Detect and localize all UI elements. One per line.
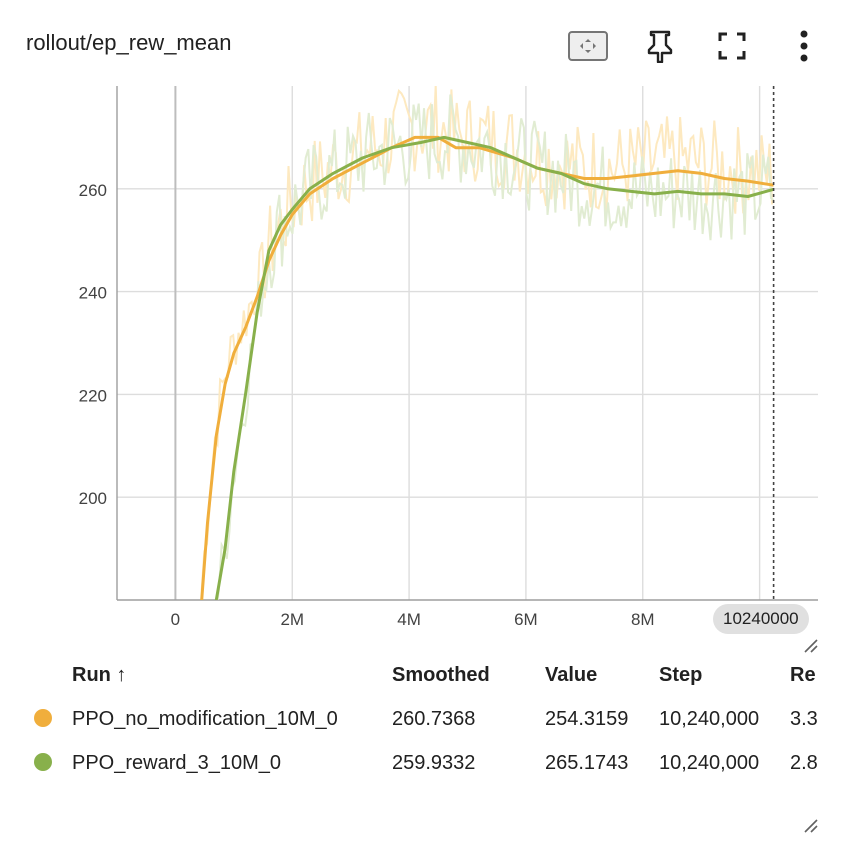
smoothed-value: 260.7368 [392, 708, 476, 730]
fit-domain-button[interactable] [566, 24, 610, 68]
smoothed-value: 259.9332 [392, 752, 476, 774]
table-header: Run ↑ Smoothed Value Step Re [0, 656, 846, 692]
pin-icon [647, 30, 673, 63]
resize-handle-icon[interactable] [803, 638, 819, 654]
header-smoothed: Smoothed [392, 664, 490, 686]
more-options-button[interactable] [782, 24, 826, 68]
run-color-dot [34, 709, 52, 727]
run-name: PPO_no_modification_10M_0 [72, 708, 338, 730]
raw-series-line [200, 86, 774, 591]
relative-value: 3.3 [790, 708, 818, 730]
x-tick-label: 4M [397, 610, 421, 629]
x-tick-label: 8M [631, 610, 655, 629]
step-value: 10,240,000 [659, 752, 760, 774]
y-tick-label: 260 [79, 181, 107, 200]
fit-domain-icon [568, 31, 608, 61]
relative-value: 2.8 [790, 752, 818, 774]
step-value: 10,240,000 [659, 708, 760, 730]
run-color-dot [34, 753, 52, 771]
raw-value: 265.1743 [545, 752, 629, 774]
line-chart[interactable]: 200 220 240 260 0 2M 4M 6M 8M [0, 86, 846, 646]
x-tick-label: 6M [514, 610, 538, 629]
x-tick-label: 0 [171, 610, 180, 629]
x-cursor-badge: 10240000 [713, 604, 809, 634]
header-value: Value [545, 664, 598, 686]
y-tick-label: 240 [79, 284, 107, 303]
header-step: Step [659, 664, 703, 686]
raw-series-line [216, 94, 775, 600]
table-row: PPO_reward_3_10M_0 259.9332 265.1743 10,… [0, 750, 846, 786]
raw-value: 254.3159 [545, 708, 629, 730]
x-tick-label: 2M [280, 610, 304, 629]
header-relative: Re [790, 664, 816, 686]
fullscreen-button[interactable] [710, 24, 754, 68]
pin-button[interactable] [638, 24, 682, 68]
card-title: rollout/ep_rew_mean [26, 30, 232, 55]
smoothed-series-line [214, 135, 775, 600]
y-tick-label: 220 [79, 386, 107, 405]
y-tick-label: 200 [79, 489, 107, 508]
header-run[interactable]: Run ↑ [72, 664, 127, 686]
more-vert-icon [800, 30, 808, 62]
run-name: PPO_reward_3_10M_0 [72, 752, 282, 774]
resize-handle-icon[interactable] [803, 818, 819, 834]
table-row: PPO_no_modification_10M_0 260.7368 254.3… [0, 706, 846, 742]
fullscreen-icon [718, 32, 746, 60]
